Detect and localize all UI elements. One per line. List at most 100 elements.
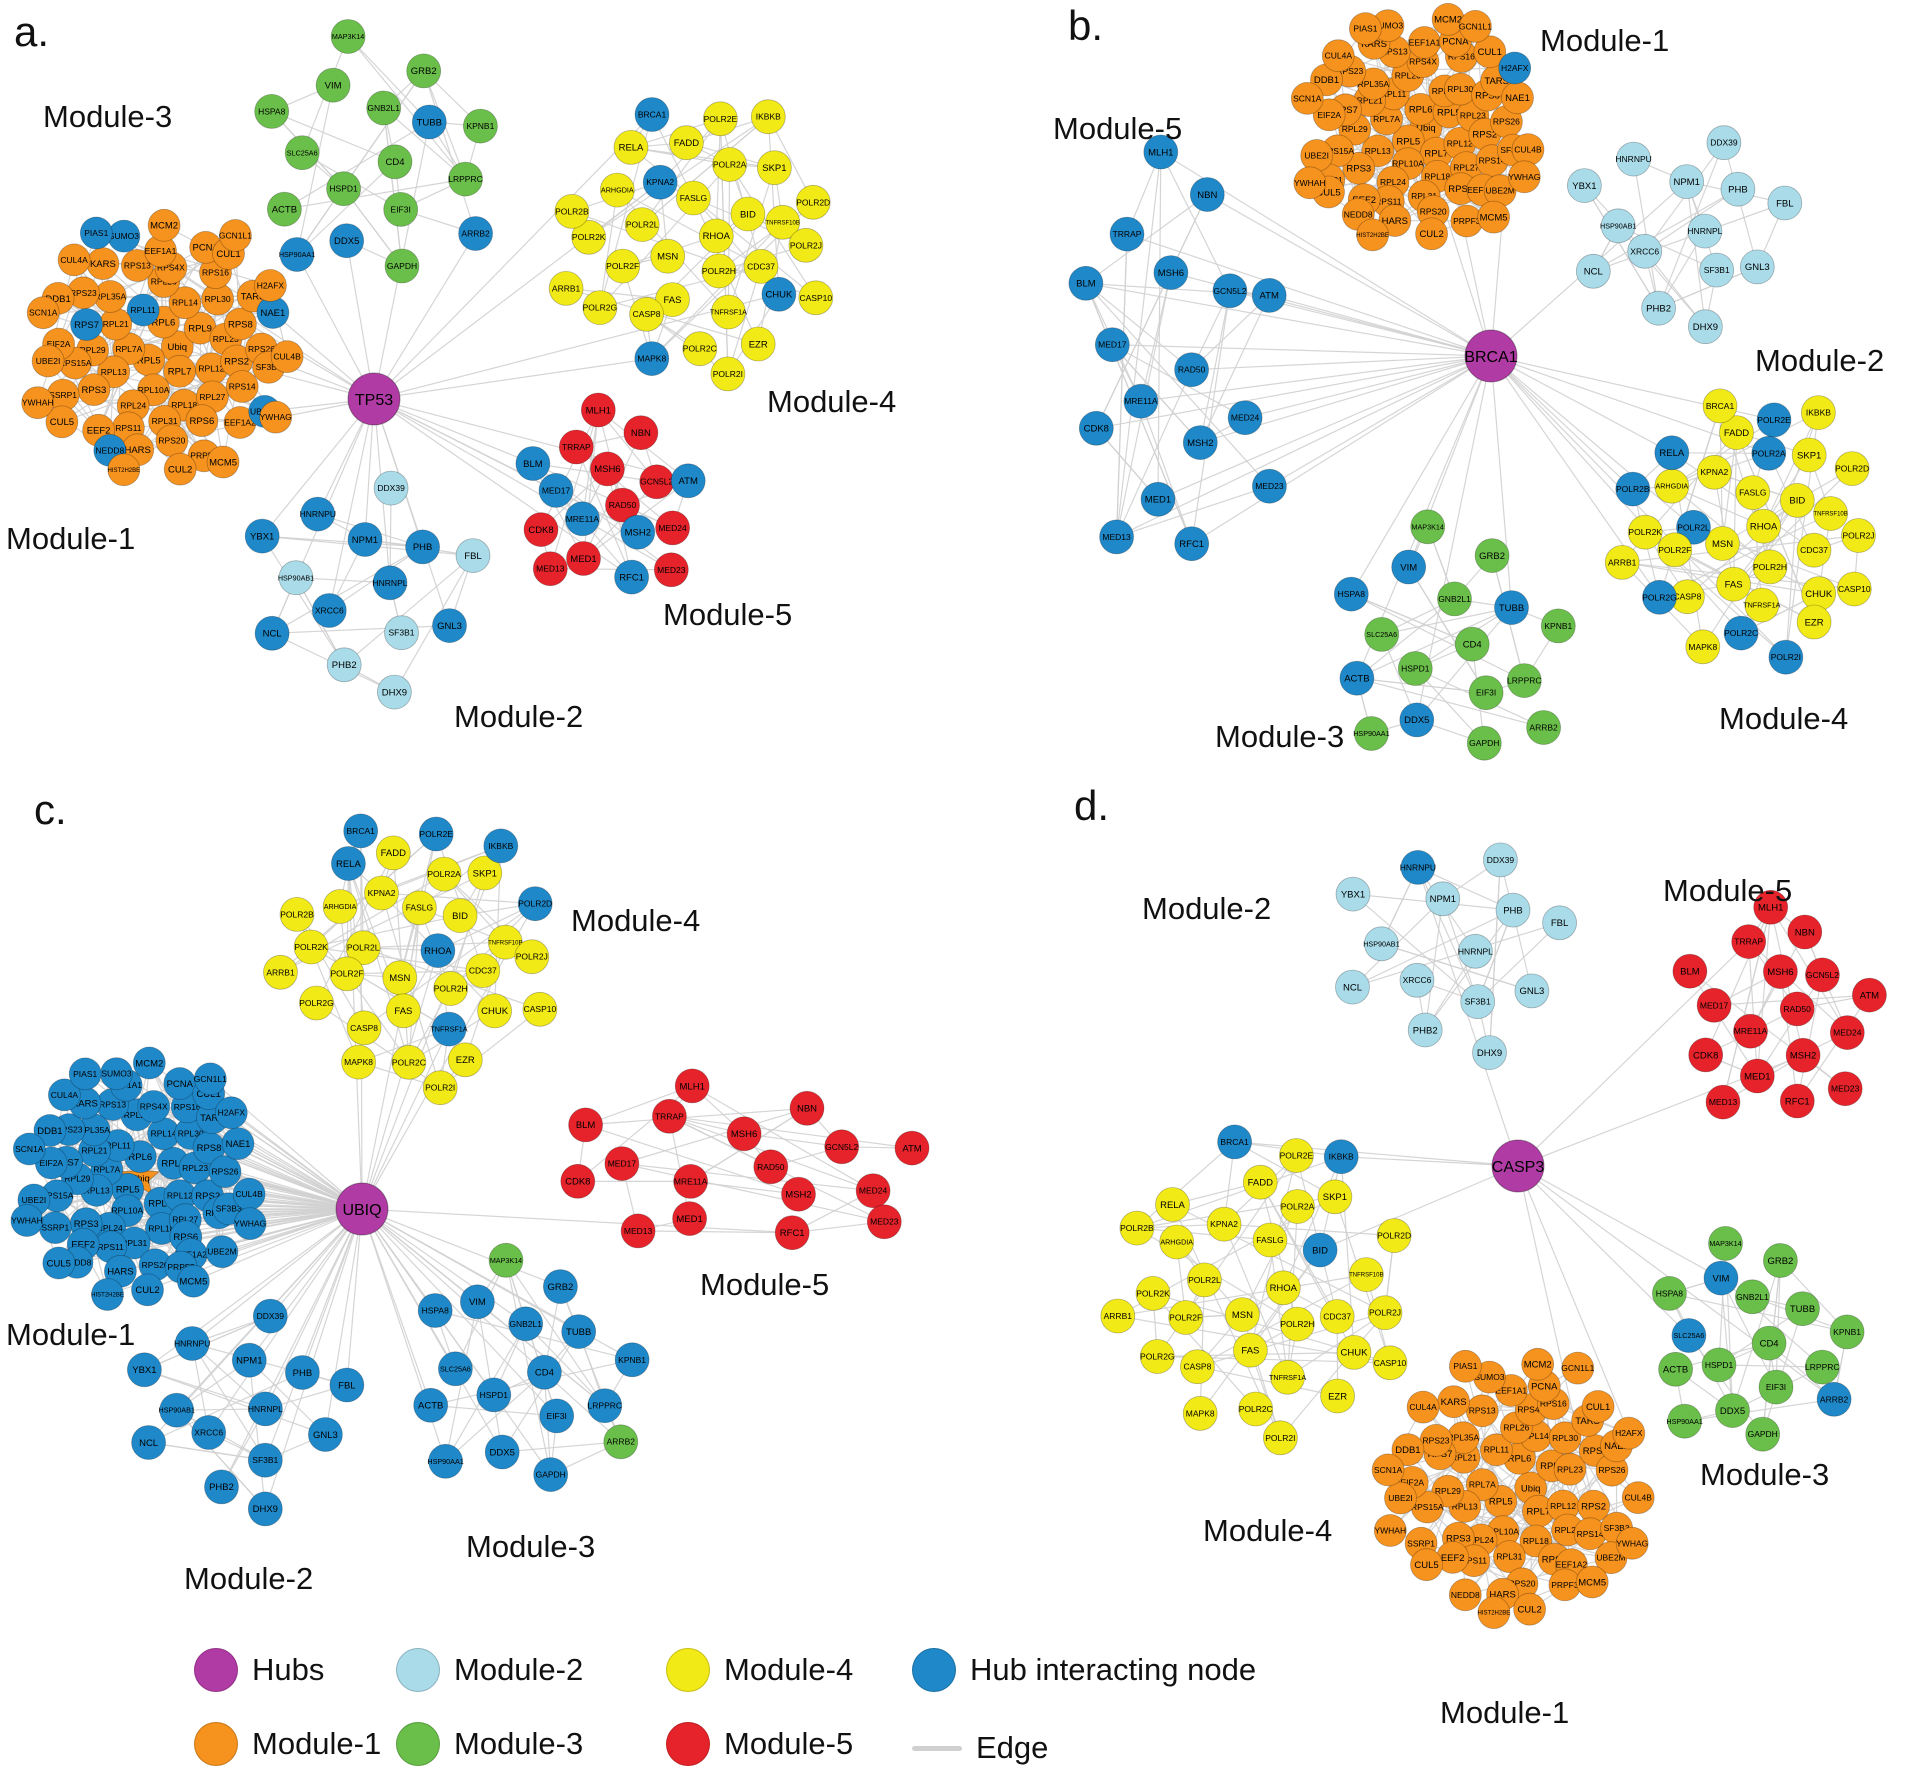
node-label: GNL3 [313, 1430, 338, 1441]
node-label: MED1 [1744, 1071, 1770, 1082]
node-DDB1 [33, 1114, 67, 1147]
node-label: DDX5 [1720, 1406, 1745, 1417]
node-CDK8 [560, 1163, 596, 1199]
node-label: PCNA [192, 243, 219, 254]
node-CUL4B [270, 340, 304, 374]
node-RHOA [1265, 1270, 1301, 1306]
node-label: PHB [413, 542, 433, 553]
node-POLR2A [426, 856, 462, 892]
node-RFC1 [774, 1215, 810, 1251]
node-CUL4B [1621, 1481, 1655, 1514]
node-SLC25A6 [1671, 1318, 1707, 1353]
node-GNB2L1 [508, 1306, 544, 1342]
node-DHX9 [247, 1491, 283, 1527]
node-BRCA1 [1702, 388, 1738, 424]
node-label: MED24 [1833, 1028, 1862, 1038]
node-PHB2 [204, 1469, 239, 1505]
node-label: POLR2D [796, 197, 830, 207]
node-RFC1 [1174, 526, 1210, 562]
node-label: EIF3I [391, 204, 411, 214]
node-SF3B1 [384, 615, 419, 651]
node-label: RPS4X [1517, 1405, 1545, 1415]
node-RPS13 [120, 249, 154, 282]
node-POLR2E [418, 816, 454, 852]
panel-letter-b: b. [1068, 2, 1103, 49]
node-label: FASLG [1739, 488, 1766, 498]
node-CUL4A [48, 1078, 81, 1112]
node-label: MAP3K14 [332, 32, 364, 41]
node-label: IKBKB [1329, 1152, 1354, 1162]
node-label: POLR2F [1658, 545, 1691, 555]
node-label: POLR2E [704, 114, 738, 124]
node-label: RPS15A [1411, 1502, 1444, 1512]
node-BID [730, 196, 766, 232]
module-label-c-module-2: Module-2 [184, 1561, 313, 1596]
node-label: GAPDH [1469, 738, 1499, 748]
node-KPNB1 [462, 108, 498, 144]
node-ARHGDIA [322, 889, 358, 924]
node-label: CUL1 [1478, 47, 1502, 58]
node-LRPPRC [587, 1388, 623, 1424]
node-label: EEF1A1 [1409, 38, 1441, 48]
node-label: PIAS1 [73, 1069, 97, 1079]
node-label: EIF2A [39, 1158, 63, 1168]
node-label: ARHGDIA [1160, 1238, 1193, 1247]
node-MCM5 [1575, 1565, 1609, 1599]
node-label: MED17 [1700, 1000, 1729, 1010]
node-label: LRPPRC [448, 174, 482, 184]
node-label: SSRP1 [49, 390, 77, 400]
node-MSH2 [1182, 425, 1218, 461]
node-CASP8 [629, 296, 664, 332]
node-label: HARS [107, 1267, 133, 1278]
node-MED24 [855, 1173, 891, 1209]
node-label: RPS15A [41, 1191, 74, 1201]
node-PIAS1 [1449, 1349, 1482, 1383]
node-BLM [568, 1107, 603, 1143]
node-label: RPS26 [1493, 117, 1520, 127]
node-MCM5 [206, 445, 240, 479]
node-label: RFC1 [780, 1228, 805, 1239]
node-label: CUL4A [51, 1090, 79, 1100]
node-ARHGDIA [599, 172, 635, 208]
node-MRE11A [673, 1164, 708, 1199]
node-label: FADD [381, 848, 406, 859]
node-label: ACTB [272, 205, 297, 216]
node-label: UBE2I [22, 1195, 47, 1205]
node-label: FAS [1725, 580, 1743, 591]
node-label: NAE1 [1505, 93, 1530, 104]
node-label: DDB1 [1314, 75, 1339, 86]
node-ARRB1 [548, 270, 584, 306]
node-label: NAE1 [260, 308, 285, 319]
node-MAPK8 [341, 1044, 377, 1080]
node-label: DHX9 [1477, 1048, 1502, 1059]
node-label: MCM2 [1434, 15, 1462, 26]
node-label: RPS3 [74, 1219, 99, 1230]
node-CUL5 [45, 405, 79, 439]
node-RELA [330, 846, 366, 881]
node-label: RPL18 [1523, 1536, 1549, 1546]
node-RPS7 [70, 308, 103, 341]
node-label: HNRNPL [373, 578, 408, 588]
node-label: PRPF3 [1551, 1580, 1579, 1590]
node-POLR2C [391, 1044, 427, 1080]
node-POLR2L [1676, 509, 1711, 545]
node-POLR2F [1168, 1300, 1204, 1335]
node-label: ARRB2 [1820, 1394, 1849, 1404]
node-label: RPL27 [1453, 163, 1479, 173]
node-SKP1 [757, 150, 792, 186]
node-HNRNPL [1458, 933, 1493, 969]
node-FAS [385, 993, 421, 1029]
node-label: KPNA2 [646, 177, 674, 187]
node-RPL30 [1548, 1421, 1582, 1455]
node-HSPA8 [1333, 576, 1369, 612]
node-label: DDX39 [1487, 855, 1515, 865]
node-label: YWHAG [1508, 172, 1540, 182]
node-RHOA [1746, 508, 1781, 544]
node-MED23 [866, 1204, 902, 1240]
node-label: RPS26 [248, 344, 275, 354]
node-label: BRCA1 [347, 826, 376, 836]
node-label: GRB2 [547, 1282, 573, 1293]
node-PHB [1495, 892, 1531, 928]
node-label: FBL [1776, 198, 1793, 209]
node-label: RPL23 [1460, 111, 1486, 121]
